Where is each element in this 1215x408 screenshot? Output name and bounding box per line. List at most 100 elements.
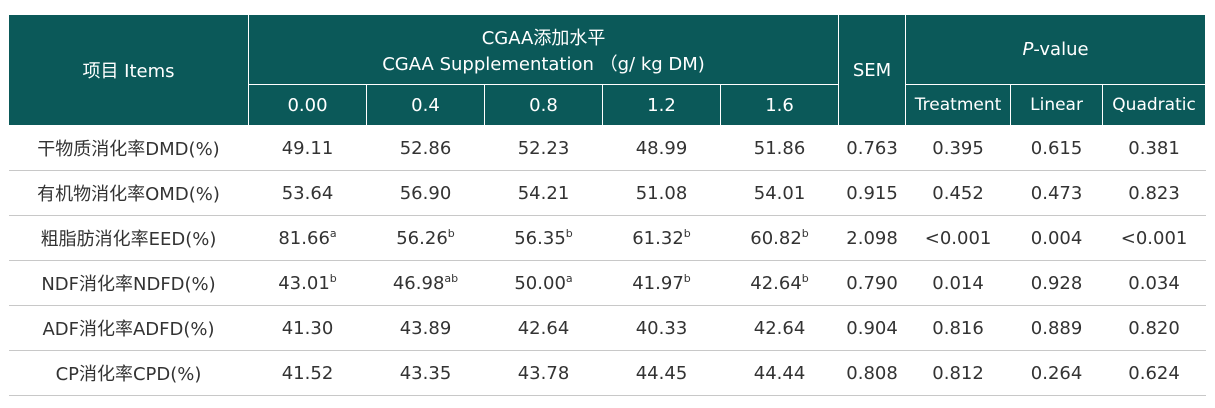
row-label: NDF消化率NDFD(%): [8, 260, 249, 306]
pvalue-cell: 0.816: [905, 305, 1011, 351]
table-body: 干物质消化率DMD(%) 49.11 52.86 52.23 48.99 51.86 0.7…: [8, 125, 1206, 396]
pvalue-col-header: Quadratic: [1102, 84, 1207, 126]
mean-cell: 43.89: [366, 305, 485, 351]
mean-value: 56.35: [514, 228, 566, 249]
row-label: CP消化率CPD(%): [8, 350, 249, 396]
row-label: ADF消化率ADFD(%): [8, 305, 249, 351]
mean-value: 49.11: [281, 137, 334, 159]
pvalue-cell: <0.001: [1102, 215, 1206, 261]
mean-value: 41.52: [281, 362, 334, 384]
mean-value: 42.64: [753, 317, 806, 339]
pvalue-cell: 0.395: [905, 125, 1011, 171]
mean-value: 56.90: [399, 182, 452, 204]
mean-value: 48.99: [635, 137, 688, 159]
mean-value: 41.97: [632, 273, 684, 294]
items-header: 项目 Items: [8, 14, 249, 126]
mean-cell: 43.35: [366, 350, 485, 396]
significance-letter: ab: [444, 272, 459, 285]
pvalue-cell: 0.812: [905, 350, 1011, 396]
mean-value: 54.21: [517, 182, 570, 204]
mean-cell: 56.26b: [366, 215, 485, 261]
mean-value: 43.35: [399, 362, 452, 384]
significance-letter: b: [683, 272, 691, 285]
table-row: 干物质消化率DMD(%) 49.11 52.86 52.23 48.99 51.86 0.7…: [8, 125, 1206, 171]
significance-letter: b: [565, 227, 573, 240]
pvalue-cell: 0.624: [1102, 350, 1206, 396]
mean-cell: 54.01: [720, 170, 839, 216]
mean-value: 60.82: [750, 228, 802, 249]
mean-value: 51.86: [753, 137, 806, 159]
pvalue-cell: 0.452: [905, 170, 1011, 216]
mean-cell: 51.86: [720, 125, 839, 171]
row-label: 干物质消化率DMD(%): [8, 125, 249, 171]
data-table: 项目 Items CGAA添加水平 CGAA Supplementation （g…: [8, 14, 1207, 396]
pvalue-cell: 0.004: [1010, 215, 1103, 261]
level-header: 0.4: [366, 84, 485, 126]
table-row: 有机物消化率OMD(%) 53.64 56.90 54.21 51.08 54.01 0.9…: [8, 170, 1206, 216]
mean-value: 44.44: [753, 362, 806, 384]
mean-value: 81.66: [278, 228, 330, 249]
table-row: NDF消化率NDFD(%) 43.01b 46.98ab 50.00a 41.97b 42…: [8, 260, 1206, 306]
pvalue-cell: 0.928: [1010, 260, 1103, 306]
level-header: 1.6: [719, 84, 840, 126]
significance-letter: b: [329, 272, 337, 285]
mean-value: 43.89: [399, 317, 452, 339]
pvalue-cell: <0.001: [905, 215, 1011, 261]
mean-value: 41.30: [281, 317, 334, 339]
mean-cell: 50.00a: [484, 260, 603, 306]
pvalue-cell: 0.381: [1102, 125, 1206, 171]
pvalue-rest: -value: [1033, 39, 1089, 60]
mean-value: 50.00: [514, 273, 566, 294]
pvalue-cell: 0.823: [1102, 170, 1206, 216]
row-label: 粗脂肪消化率EED(%): [8, 215, 249, 261]
pvalue-cell: 0.034: [1102, 260, 1206, 306]
sem-cell: 0.808: [838, 350, 906, 396]
mean-cell: 42.64: [484, 305, 603, 351]
mean-cell: 44.45: [602, 350, 721, 396]
sem-header: SEM: [838, 14, 907, 126]
pvalue-cell: 0.889: [1010, 305, 1103, 351]
sem-cell: 0.790: [838, 260, 906, 306]
group-subtitle: CGAA Supplementation （g/ kg DM): [382, 53, 705, 75]
pvalue-header: P-value: [905, 14, 1207, 85]
header-row: 0.00 0.4 0.8 1.2 1.6 Treatment Linear Quadratic: [9, 84, 1207, 126]
mean-cell: 43.01b: [248, 260, 367, 306]
mean-value: 51.08: [635, 182, 688, 204]
mean-value: 44.45: [635, 362, 688, 384]
level-header: 0.8: [484, 84, 603, 126]
mean-cell: 40.33: [602, 305, 721, 351]
mean-cell: 42.64b: [720, 260, 839, 306]
mean-cell: 44.44: [720, 350, 839, 396]
level-header: 1.2: [602, 84, 721, 126]
mean-cell: 41.97b: [602, 260, 721, 306]
mean-cell: 43.78: [484, 350, 603, 396]
mean-cell: 48.99: [602, 125, 721, 171]
mean-cell: 61.32b: [602, 215, 721, 261]
row-label: 有机物消化率OMD(%): [8, 170, 249, 216]
mean-value: 61.32: [632, 228, 684, 249]
pvalue-cell: 0.820: [1102, 305, 1206, 351]
mean-cell: 56.35b: [484, 215, 603, 261]
mean-cell: 60.82b: [720, 215, 839, 261]
pvalue-italic: P: [1022, 39, 1034, 60]
mean-value: 52.23: [517, 137, 570, 159]
mean-cell: 41.52: [248, 350, 367, 396]
mean-value: 52.86: [399, 137, 452, 159]
table-row: CP消化率CPD(%) 41.52 43.35 43.78 44.45 44.44 0.80…: [8, 350, 1206, 396]
significance-letter: a: [329, 227, 337, 240]
sem-cell: 0.763: [838, 125, 906, 171]
significance-letter: b: [801, 227, 809, 240]
mean-cell: 56.90: [366, 170, 485, 216]
mean-value: 53.64: [281, 182, 334, 204]
pvalue-cell: 0.615: [1010, 125, 1103, 171]
mean-cell: 53.64: [248, 170, 367, 216]
mean-cell: 41.30: [248, 305, 367, 351]
level-header: 0.00: [248, 84, 367, 126]
pvalue-col-header: Treatment: [905, 84, 1012, 126]
mean-cell: 52.86: [366, 125, 485, 171]
group-header: CGAA添加水平 CGAA Supplementation （g/ kg DM): [247, 14, 840, 85]
pvalue-cell: 0.264: [1010, 350, 1103, 396]
mean-value: 43.78: [517, 362, 570, 384]
mean-value: 40.33: [635, 317, 688, 339]
